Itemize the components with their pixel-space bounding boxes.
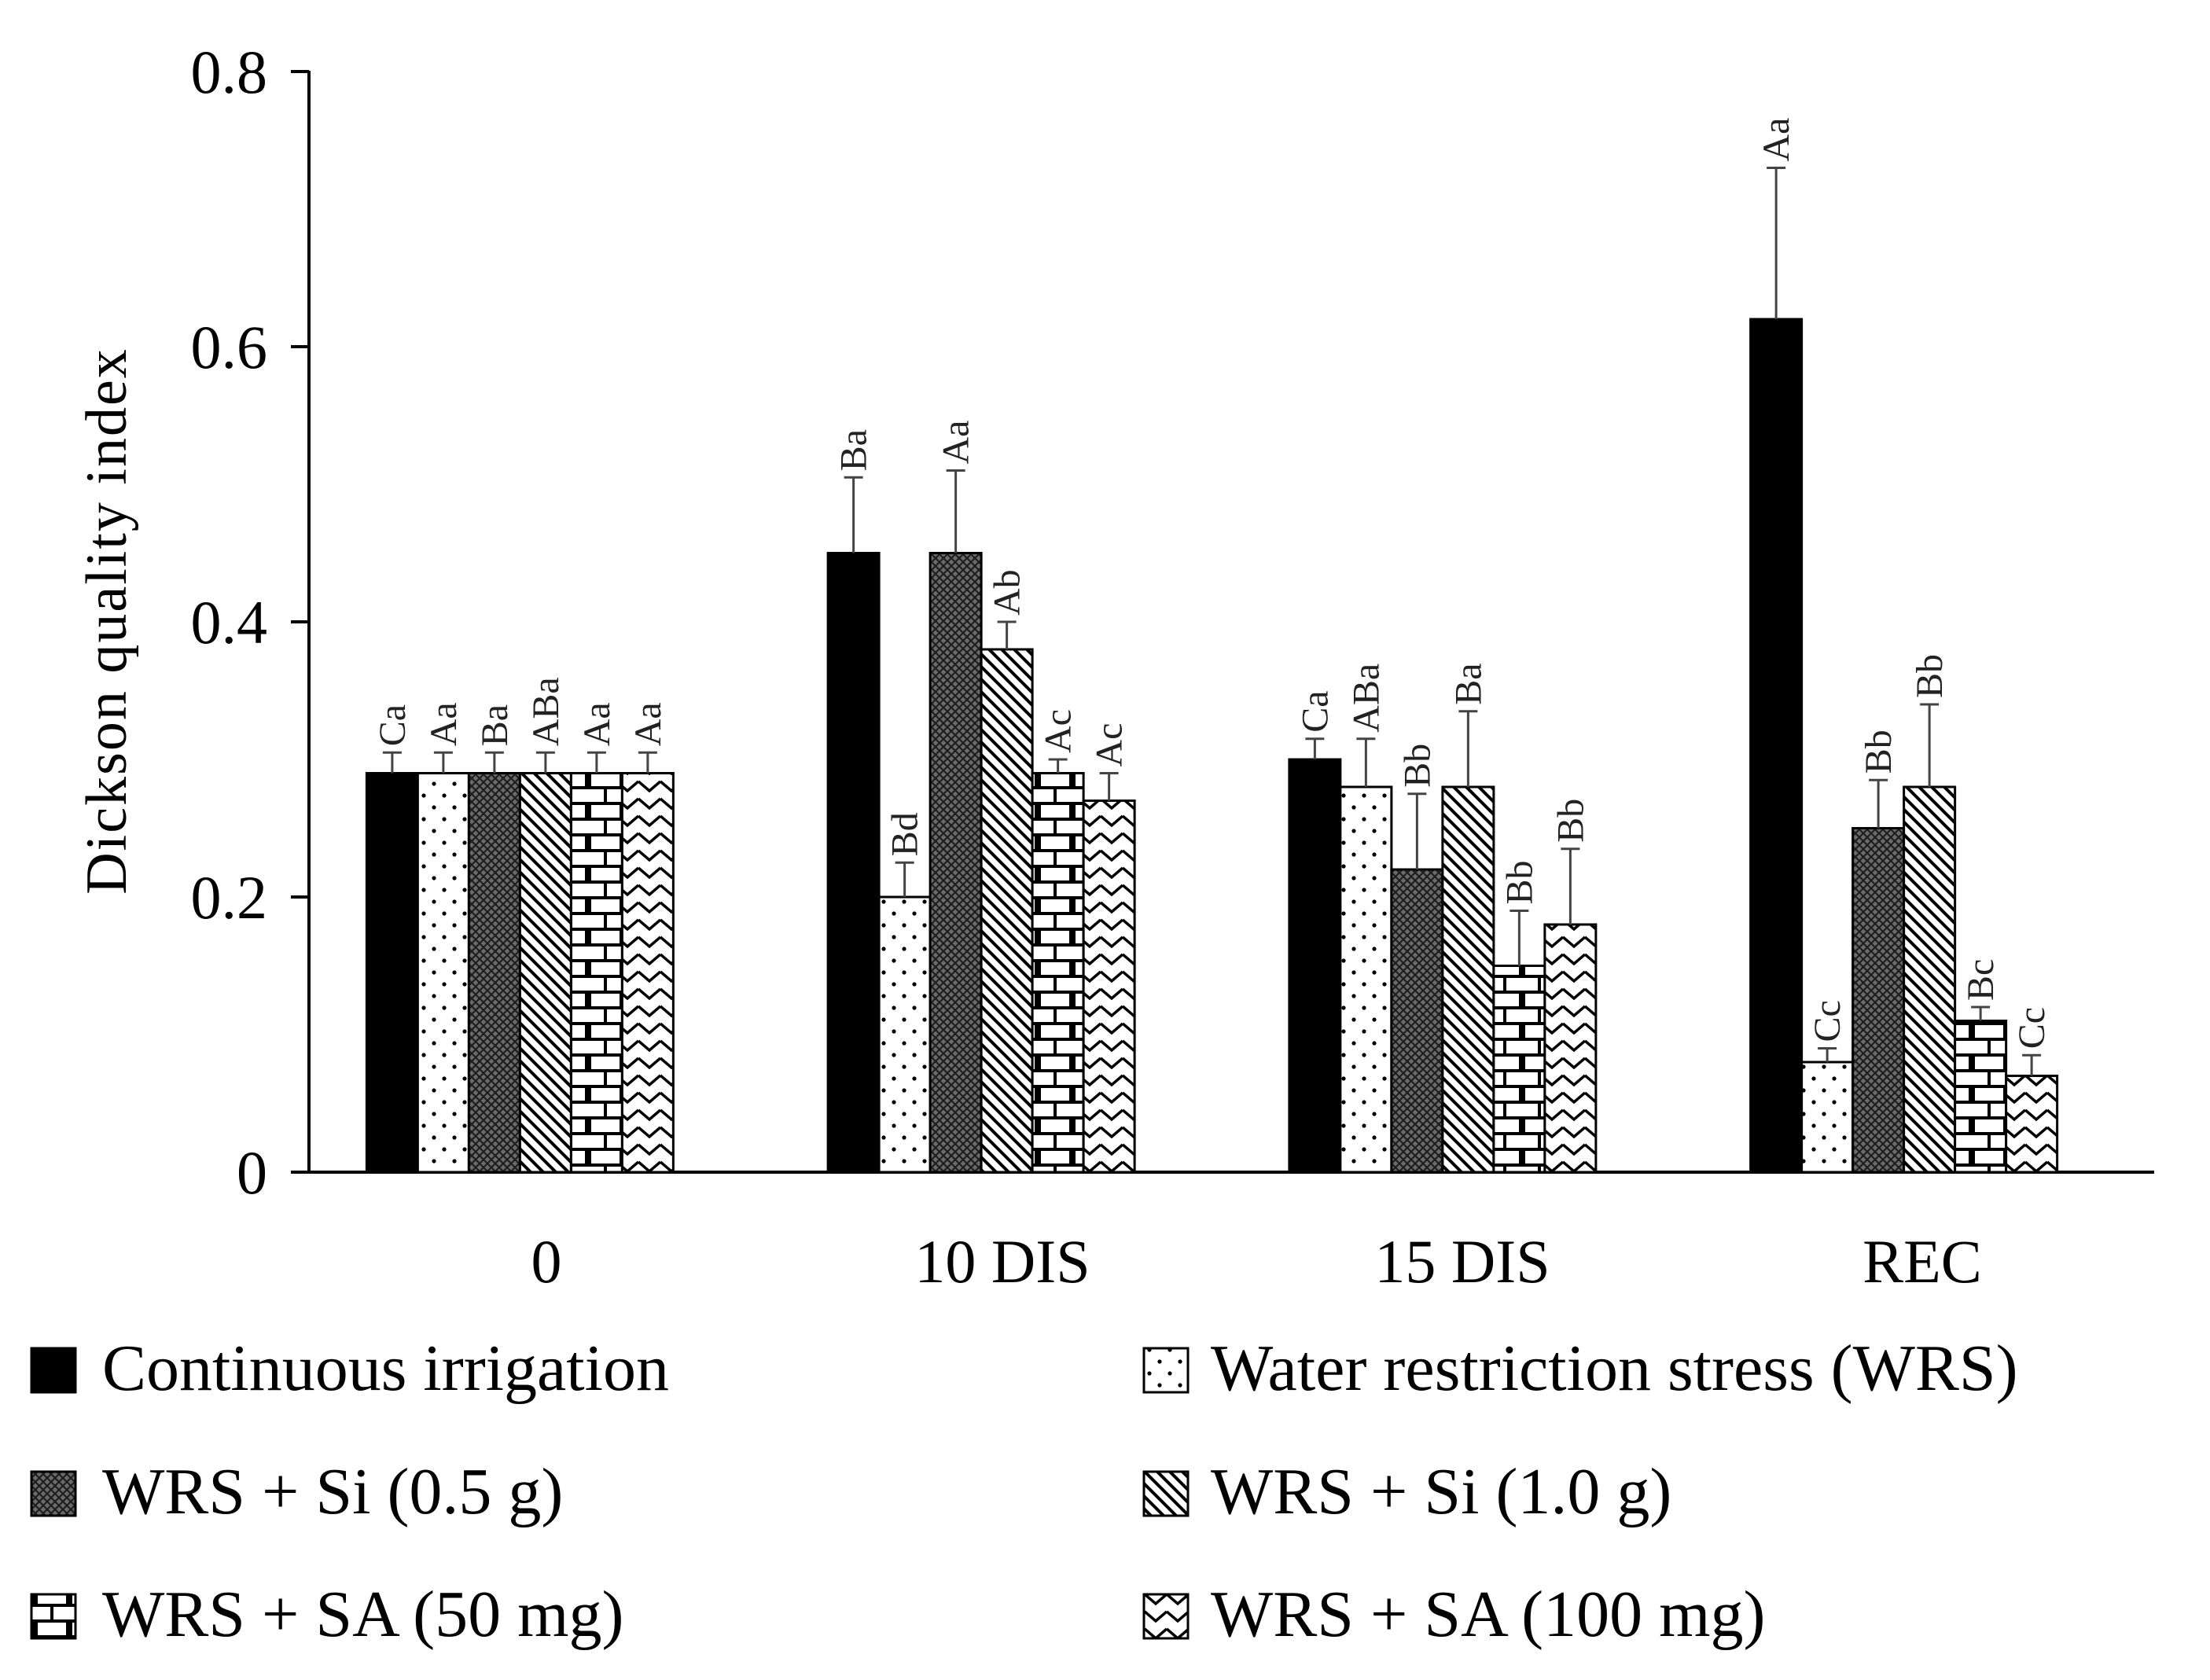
- significance-label: Ca: [372, 704, 414, 746]
- legend-entry-wrs-sa-50: WRS + SA (50 mg): [30, 1578, 623, 1651]
- x-category-label: 15 DIS: [1374, 1227, 1550, 1296]
- y-axis-title: Dickson quality index: [75, 347, 139, 895]
- x-category-labels: 0 10 DIS 15 DIS REC: [531, 1227, 1982, 1296]
- significance-label: Ca: [1294, 690, 1336, 732]
- significance-label: Ac: [1038, 709, 1079, 753]
- bar-wrs-sa-100-mg-10-dis: [1082, 800, 1136, 1174]
- legend-label: WRS + SA (50 mg): [102, 1578, 623, 1651]
- legend-entry-wrs-si-1-0: WRS + Si (1.0 g): [1142, 1455, 1671, 1528]
- legend-entry-wrs-si-0-5: WRS + Si (0.5 g): [30, 1455, 563, 1528]
- bar-wrs-sa-100-mg-15-dis: [1543, 923, 1598, 1174]
- x-category-label: 10 DIS: [914, 1227, 1090, 1296]
- significance-label: Aa: [1756, 118, 1797, 162]
- bar-continuous-irrigation-0: [365, 772, 419, 1174]
- significance-label: Bb: [1498, 860, 1540, 904]
- y-tick-labels: 0 0.2 0.4 0.6 0.8: [191, 38, 268, 1207]
- legend-swatch: [1142, 1347, 1190, 1394]
- y-tick-label: 0.8: [191, 38, 268, 106]
- significance-label: Cc: [1807, 1000, 1848, 1042]
- bar-wrs-si-0-5-g-rec: [1851, 827, 1906, 1174]
- significance-label: ABa: [525, 677, 567, 746]
- bar-continuous-irrigation-10-dis: [826, 552, 881, 1174]
- bar-wrs-si-1-0-g-0: [518, 772, 572, 1174]
- legend-swatch: [1142, 1470, 1190, 1517]
- legend: Continuous irrigation Water restriction …: [30, 1332, 2018, 1651]
- bar-wrs-sa-100-mg-0: [620, 772, 675, 1174]
- significance-label: Aa: [423, 702, 465, 746]
- y-tick-label: 0: [237, 1138, 267, 1207]
- bar-wrs-sa-50-mg-10-dis: [1031, 772, 1085, 1174]
- legend-label: Water restriction stress (WRS): [1211, 1332, 2018, 1405]
- x-category-label: 0: [531, 1227, 562, 1296]
- bar-continuous-irrigation-15-dis: [1288, 758, 1342, 1174]
- bar-wrs-sa-50-mg-0: [569, 772, 623, 1174]
- y-tick-label: 0.2: [191, 863, 268, 932]
- bar-wrs-si-1-0-g-10-dis: [980, 648, 1034, 1174]
- legend-label: WRS + SA (100 mg): [1211, 1578, 1765, 1651]
- significance-label: Aa: [627, 702, 669, 746]
- legend-entry-water-restriction-stress: Water restriction stress (WRS): [1142, 1332, 2018, 1405]
- y-tick-marks: [291, 70, 309, 1174]
- significance-label: Ac: [1089, 723, 1131, 767]
- bar-water-restriction-stress-wrs-rec: [1800, 1061, 1855, 1174]
- bar-water-restriction-stress-wrs-10-dis: [877, 895, 932, 1174]
- bar-wrs-si-1-0-g-rec: [1903, 785, 1957, 1174]
- bar-continuous-irrigation-rec: [1749, 318, 1804, 1174]
- legend-label: Continuous irrigation: [102, 1332, 669, 1405]
- legend-swatch: [1142, 1593, 1190, 1640]
- bar-wrs-si-1-0-g-15-dis: [1441, 785, 1495, 1174]
- bar-wrs-si-0-5-g-0: [467, 772, 521, 1174]
- bar-water-restriction-stress-wrs-15-dis: [1339, 785, 1393, 1174]
- y-tick-label: 0.6: [191, 313, 268, 381]
- legend-swatch: [30, 1593, 77, 1640]
- significance-label: Aa: [576, 702, 618, 746]
- significance-label: Aa: [936, 421, 977, 465]
- x-category-label: REC: [1863, 1227, 1982, 1296]
- significance-label: Bb: [1550, 799, 1591, 843]
- bar-wrs-sa-50-mg-rec: [1954, 1020, 2008, 1174]
- legend-swatch: [30, 1347, 77, 1394]
- bar-wrs-sa-100-mg-rec: [2005, 1075, 2059, 1174]
- legend-swatch: [30, 1470, 77, 1517]
- bar-wrs-sa-50-mg-15-dis: [1492, 965, 1546, 1174]
- legend-entry-continuous-irrigation: Continuous irrigation: [30, 1332, 669, 1405]
- significance-label: Bb: [1909, 654, 1951, 698]
- bar-water-restriction-stress-wrs-0: [416, 772, 470, 1174]
- significance-label: Bb: [1396, 744, 1438, 788]
- y-tick-label: 0.4: [191, 588, 268, 656]
- legend-entry-wrs-sa-100: WRS + SA (100 mg): [1142, 1578, 1765, 1651]
- significance-label: Ab: [987, 569, 1028, 616]
- bar-wrs-si-0-5-g-10-dis: [928, 552, 983, 1174]
- significance-label: Bc: [1960, 959, 2002, 1001]
- significance-label: Bb: [1858, 730, 1899, 774]
- significance-label: ABa: [1345, 664, 1387, 733]
- significance-label: Ba: [1447, 663, 1489, 704]
- legend-label: WRS + Si (0.5 g): [102, 1455, 563, 1528]
- significance-label: Cc: [2011, 1007, 2053, 1049]
- significance-label: Ba: [833, 429, 875, 471]
- significance-label: Bd: [884, 812, 926, 856]
- bar-wrs-si-0-5-g-15-dis: [1390, 868, 1444, 1174]
- significance-label: Ba: [474, 704, 516, 746]
- legend-label: WRS + Si (1.0 g): [1211, 1455, 1671, 1528]
